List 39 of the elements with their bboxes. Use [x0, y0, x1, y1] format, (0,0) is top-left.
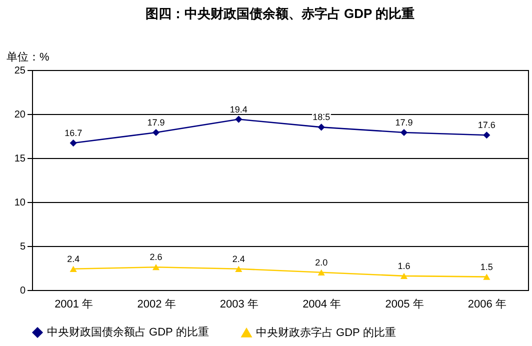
- y-tick-label: 10: [14, 198, 26, 208]
- point: [400, 128, 408, 136]
- data-label: 16.7: [64, 128, 82, 138]
- data-label: 2.4: [232, 254, 245, 264]
- data-label: 2.6: [150, 252, 162, 262]
- y-tick-label: 0: [20, 286, 26, 296]
- point: [318, 269, 325, 276]
- x-tick-label: 2005 年: [385, 298, 424, 310]
- point: [483, 274, 490, 280]
- point: [70, 266, 77, 272]
- x-tick-label: 2003 年: [220, 298, 258, 310]
- data-label: 17.9: [395, 117, 413, 128]
- point: [152, 264, 160, 270]
- data-label: 2.4: [67, 254, 80, 264]
- x-tick-label: 2006 年: [468, 298, 506, 310]
- data-label: 2.0: [315, 257, 328, 268]
- data-label: 17.9: [147, 117, 165, 128]
- data-label: 1.5: [480, 262, 493, 272]
- y-tick-label: 5: [20, 242, 26, 252]
- data-label: 19.4: [230, 104, 248, 114]
- y-tick-label: 20: [14, 110, 26, 120]
- data-label: 1.6: [398, 260, 410, 271]
- point: [235, 116, 242, 123]
- y-tick-label: 15: [14, 154, 26, 164]
- point: [483, 132, 490, 139]
- legend-label: 中央财政赤字占 GDP 的比重: [256, 326, 396, 339]
- y-tick-label: 25: [14, 66, 26, 76]
- chart-title: 图四：中央财政国债余额、赤字占 GDP 的比重: [145, 6, 415, 21]
- point: [152, 128, 160, 136]
- point: [70, 140, 77, 147]
- legend-label: 中央财政国债余额占 GDP 的比重: [47, 326, 209, 339]
- point: [318, 124, 325, 131]
- data-label: 17.6: [478, 120, 496, 130]
- x-tick-label: 2001 年: [54, 298, 94, 310]
- point: [400, 272, 408, 279]
- point: [235, 266, 242, 272]
- x-tick-label: 2004 年: [302, 298, 342, 310]
- x-tick-label: 2002 年: [137, 298, 176, 310]
- y-axis-title: 单位：%: [6, 50, 50, 64]
